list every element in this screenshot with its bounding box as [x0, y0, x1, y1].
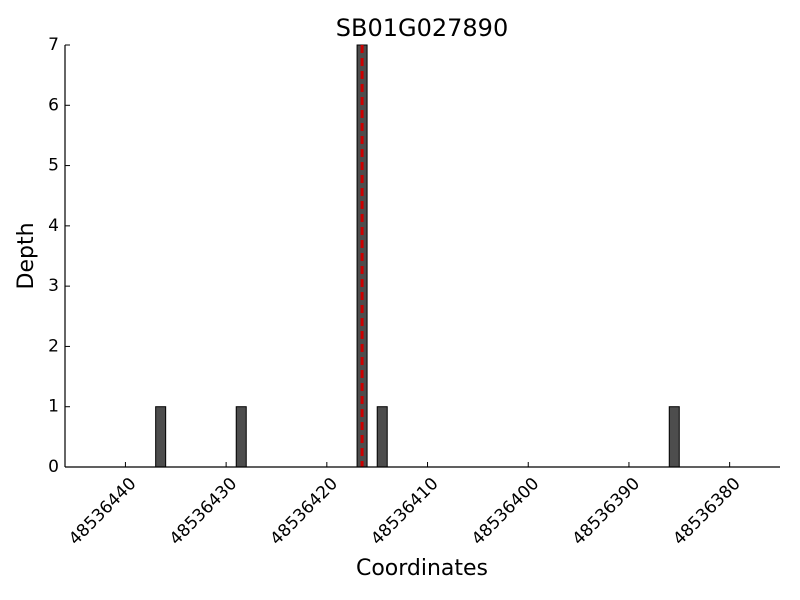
x-axis-label: Coordinates — [356, 556, 488, 581]
bar — [235, 406, 247, 468]
bar — [668, 406, 680, 468]
y-tick-label: 2 — [48, 336, 59, 356]
y-axis-label: Depth — [14, 222, 39, 289]
y-tick-label: 6 — [48, 95, 59, 115]
bar — [376, 406, 388, 468]
y-tick-label: 0 — [48, 457, 59, 477]
y-tick-label: 4 — [48, 216, 59, 236]
y-tick-label: 3 — [48, 276, 59, 296]
y-tick-label: 1 — [48, 397, 59, 417]
y-tick-label: 5 — [48, 156, 59, 176]
bar — [155, 406, 167, 468]
chart-title: SB01G027890 — [336, 14, 508, 42]
y-tick-label: 7 — [48, 35, 59, 55]
